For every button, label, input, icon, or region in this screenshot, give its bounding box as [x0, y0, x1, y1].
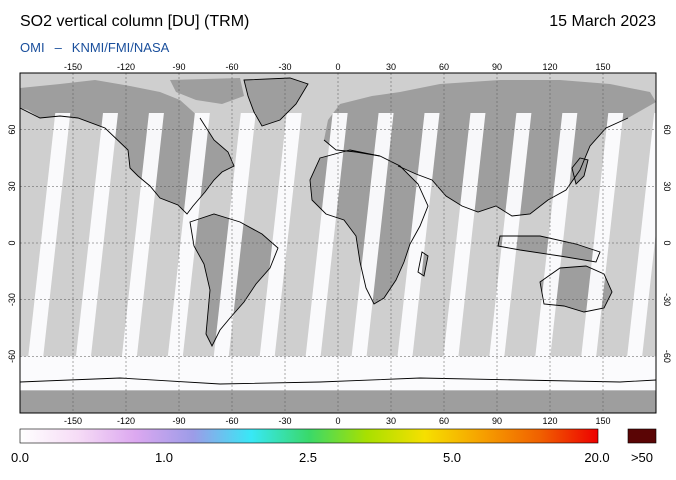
colorbar-overflow-label: >50	[630, 450, 654, 465]
swath	[256, 113, 302, 383]
agencies-label: KNMI/FMI/NASA	[71, 40, 170, 55]
colorbar-tick-label: 20.0	[584, 450, 610, 465]
colorbar-tick-label: 0.0	[10, 450, 30, 465]
lat-tick-label-left: 60	[7, 125, 17, 135]
lon-tick-label-top: 120	[542, 62, 557, 72]
instrument-label: OMI	[20, 40, 45, 55]
coast-eurasia	[323, 117, 629, 217]
coast-australia	[539, 265, 613, 313]
lon-tick-label-bottom: 60	[439, 416, 449, 426]
lon-tick-label-bottom: 90	[492, 416, 502, 426]
swath	[73, 113, 118, 383]
coast-indonesia	[497, 235, 601, 263]
data-credit: OMI – KNMI/FMI/NASA	[20, 40, 169, 55]
lon-tick-label-top: -60	[225, 62, 238, 72]
credit-separator: –	[54, 40, 62, 55]
map-date: 15 March 2023	[549, 13, 656, 30]
map-frame	[19, 72, 657, 414]
lon-tick-label-bottom: -150	[64, 416, 82, 426]
lon-tick-label-top: -120	[117, 62, 135, 72]
lon-tick-label-top: 0	[335, 62, 340, 72]
lon-tick-label-top: -90	[172, 62, 185, 72]
swath	[394, 113, 440, 383]
colorbar	[19, 428, 599, 444]
lon-tick-label-bottom: 0	[335, 416, 340, 426]
swath	[118, 113, 164, 383]
graticule	[20, 73, 656, 413]
swath	[348, 113, 394, 383]
japan	[572, 158, 588, 184]
lat-tick-label-left: 30	[7, 181, 17, 191]
arctic-canada	[170, 78, 244, 104]
lon-tick-label-top: 60	[439, 62, 449, 72]
lon-tick-label-bottom: 150	[595, 416, 610, 426]
greenland	[244, 78, 308, 126]
lat-tick-label-left: -30	[7, 293, 17, 306]
lon-tick-label-bottom: 30	[386, 416, 396, 426]
colorbar-tick-label: 1.0	[154, 450, 174, 465]
swath	[624, 113, 656, 383]
lon-tick-label-bottom: -90	[172, 416, 185, 426]
lat-tick-label-right: 60	[662, 125, 672, 135]
lon-tick-label-top: -30	[278, 62, 291, 72]
map-tick-labels: -150 -150 -120 -120 -90 -90 -60 -60 -30 -30 0 0 30 30…	[7, 62, 672, 426]
coast-madagascar	[417, 251, 429, 277]
swath	[164, 113, 210, 383]
north-america	[20, 80, 234, 214]
lon-tick-label-bottom: -30	[278, 416, 291, 426]
lon-tick-label-top: -150	[64, 62, 82, 72]
lat-tick-label-left: -60	[7, 350, 17, 363]
coast-africa	[309, 149, 429, 305]
lon-tick-label-bottom: -60	[225, 416, 238, 426]
coast-south-america	[189, 213, 279, 348]
lat-tick-label-right: -30	[662, 293, 672, 306]
colorbar-tick-label: 2.5	[298, 450, 318, 465]
lon-tick-label-top: 150	[595, 62, 610, 72]
map-title: SO2 vertical column [DU] (TRM)	[20, 13, 250, 30]
swath	[25, 113, 71, 383]
swath	[578, 113, 624, 383]
lon-tick-label-top: 90	[492, 62, 502, 72]
swath	[210, 113, 256, 383]
lat-tick-label-right: 0	[662, 240, 672, 245]
swath	[302, 113, 348, 383]
lat-tick-label-right: 30	[662, 181, 672, 191]
swath	[440, 113, 486, 383]
coast-japan	[571, 157, 589, 185]
lat-tick-label-left: 0	[7, 240, 17, 245]
lat-tick-label-right: -60	[662, 350, 672, 363]
lon-tick-label-bottom: -120	[117, 416, 135, 426]
coast-antarctica	[20, 377, 656, 385]
coast-greenland	[243, 77, 309, 127]
lon-tick-label-bottom: 120	[542, 416, 557, 426]
colorbar-tick-label: 5.0	[442, 450, 462, 465]
colorbar-overflow-box	[627, 428, 657, 444]
swath	[532, 113, 578, 383]
lon-tick-label-top: 30	[386, 62, 396, 72]
